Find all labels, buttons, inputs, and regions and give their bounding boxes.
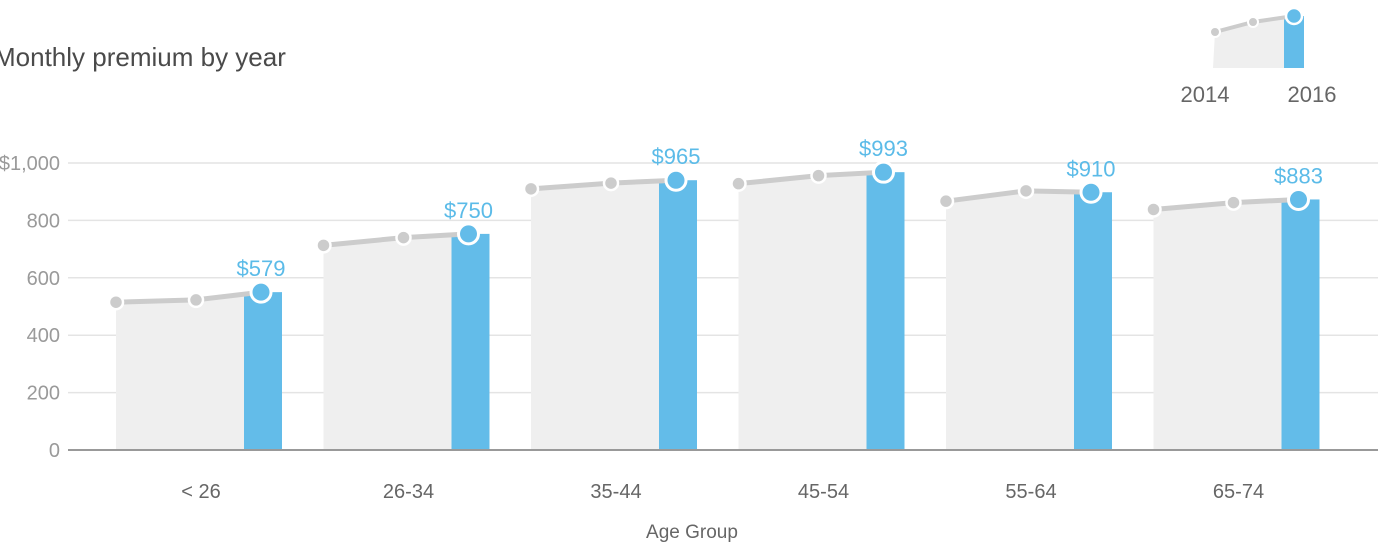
- bar-2016[interactable]: [866, 172, 905, 450]
- point-2014[interactable]: [522, 180, 540, 198]
- value-label: $579: [237, 256, 286, 281]
- bar-2016[interactable]: [659, 180, 697, 450]
- y-tick-label: 800: [27, 210, 60, 232]
- value-label: $993: [859, 136, 908, 161]
- value-label: $910: [1067, 156, 1116, 181]
- age-group: $750: [315, 198, 493, 450]
- age-group: $883: [1145, 163, 1323, 450]
- y-tick-label: 400: [27, 325, 60, 347]
- age-group: $965: [522, 144, 701, 450]
- trend-area: [1153, 199, 1320, 450]
- point-2014[interactable]: [107, 293, 125, 311]
- y-tick-label: 200: [27, 383, 60, 405]
- value-label: $883: [1274, 163, 1323, 188]
- age-groups: $579 $750 $965 $993 $910 $883: [107, 136, 1323, 451]
- point-2015[interactable]: [187, 291, 205, 309]
- point-2015[interactable]: [395, 229, 412, 246]
- value-label: $750: [444, 198, 493, 223]
- point-2015[interactable]: [1017, 182, 1035, 200]
- point-2014[interactable]: [730, 175, 747, 192]
- y-axis-ticks: 0 200 400 600 800 $1,000: [0, 153, 60, 462]
- x-tick-label: 35-44: [590, 481, 641, 503]
- trend-area: [531, 180, 697, 450]
- y-tick-label: $1,000: [0, 153, 60, 175]
- bar-2016[interactable]: [1281, 199, 1320, 450]
- legend-label-start: 2014: [1181, 82, 1230, 107]
- bar-2016[interactable]: [1074, 192, 1112, 451]
- legend: 2014 2016: [1181, 6, 1337, 107]
- age-group: $993: [730, 136, 908, 450]
- trend-area: [323, 233, 490, 450]
- legend-label-end: 2016: [1288, 82, 1337, 107]
- x-tick-label: 26-34: [383, 481, 434, 503]
- point-2016[interactable]: [1079, 180, 1103, 204]
- y-tick-label: 0: [49, 440, 60, 462]
- x-tick-label: 55-64: [1005, 481, 1056, 503]
- trend-area: [116, 292, 282, 450]
- point-2015[interactable]: [602, 174, 620, 192]
- point-2015[interactable]: [1225, 194, 1242, 211]
- point-2016[interactable]: [664, 168, 688, 192]
- bar-2016[interactable]: [451, 233, 490, 450]
- x-axis-title: Age Group: [646, 522, 738, 543]
- bar-2016[interactable]: [244, 292, 282, 450]
- legend-bar: [1284, 16, 1304, 68]
- point-2016[interactable]: [872, 160, 895, 184]
- value-label: $965: [652, 144, 701, 169]
- trend-area: [946, 190, 1112, 451]
- point-2016[interactable]: [249, 280, 273, 304]
- point-2015[interactable]: [810, 167, 827, 184]
- legend-point: [1247, 16, 1259, 28]
- age-group: $910: [937, 156, 1116, 451]
- legend-point-highlight: [1284, 6, 1304, 26]
- legend-point: [1209, 26, 1221, 38]
- x-tick-label: < 26: [181, 481, 220, 503]
- legend-area: [1213, 16, 1304, 68]
- x-tick-label: 45-54: [798, 481, 849, 503]
- point-2014[interactable]: [937, 192, 955, 210]
- point-2016[interactable]: [1287, 187, 1310, 211]
- y-tick-label: 600: [27, 268, 60, 290]
- chart-title: Monthly premium by year: [0, 42, 286, 72]
- point-2016[interactable]: [457, 222, 480, 246]
- point-2014[interactable]: [1145, 201, 1162, 218]
- x-tick-label: 65-74: [1213, 481, 1264, 503]
- point-2014[interactable]: [315, 237, 332, 254]
- age-group: $579: [107, 256, 286, 450]
- x-axis-ticks: < 26 26-34 35-44 45-54 55-64 65-74: [181, 481, 1264, 503]
- trend-area: [738, 172, 905, 450]
